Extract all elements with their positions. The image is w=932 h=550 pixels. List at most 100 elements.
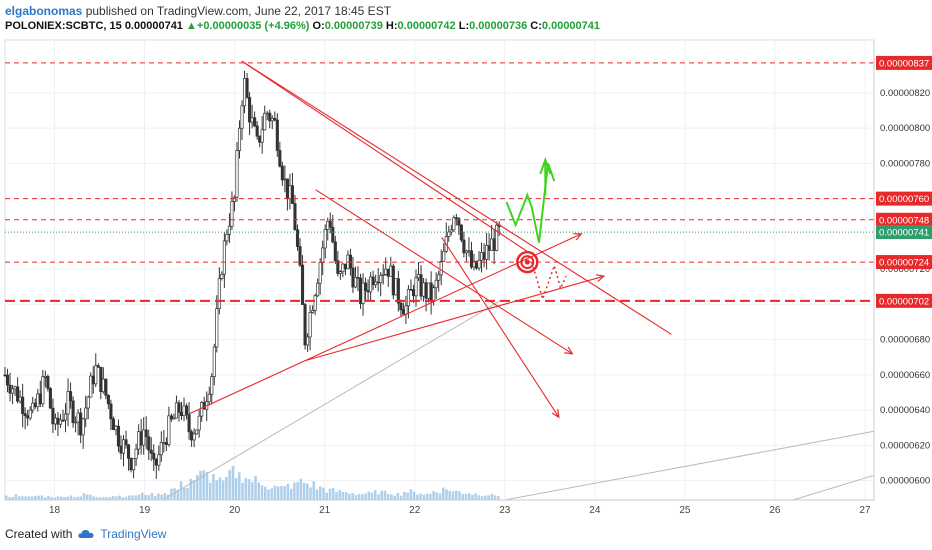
candle-body: [144, 429, 148, 438]
candle-body: [333, 241, 337, 262]
candle-body: [66, 391, 70, 415]
candle-body: [381, 274, 385, 276]
candle-body: [212, 346, 216, 377]
volume-bar: [296, 481, 299, 500]
candle-body: [452, 217, 456, 231]
volume-bar: [247, 479, 251, 500]
candle-body: [13, 386, 17, 390]
footer: Created with TradingView: [5, 527, 166, 541]
target-marker-outer-ring: [516, 250, 539, 274]
volume-bar: [147, 495, 150, 500]
volume-bar: [30, 496, 34, 500]
candle-body: [172, 417, 176, 420]
volume-bar: [238, 472, 241, 500]
open-label: O:: [312, 20, 325, 32]
tradingview-cloud-icon: [78, 530, 94, 538]
candle-body: [376, 281, 380, 284]
volume-bar: [202, 470, 205, 500]
candle-body: [364, 282, 368, 291]
volume-bar: [47, 495, 50, 500]
candle-body: [265, 112, 269, 115]
symbol-label: POLONIEX:SCBTC, 15: [5, 20, 122, 32]
volume-bar: [24, 496, 27, 500]
candle-body: [396, 278, 400, 304]
candle-body: [220, 273, 224, 279]
plot-frame: [4, 39, 875, 501]
candle-body: [316, 282, 320, 297]
candle-body: [263, 112, 267, 131]
author-link[interactable]: elgabonomas: [5, 4, 83, 18]
candle-body: [295, 229, 300, 247]
candle-body: [26, 415, 30, 419]
green-arrow-head: [539, 156, 552, 175]
dotted-projection-path: [531, 261, 567, 302]
candle-body: [5, 374, 10, 386]
last-price: 0.00000741: [124, 20, 183, 32]
volume-bar: [105, 497, 108, 500]
volume-bar: [244, 478, 248, 500]
candle-body: [225, 234, 229, 242]
volume-bar: [335, 492, 338, 500]
y-tick-label: 0.00000820: [880, 88, 930, 99]
gray-trendline: [792, 474, 875, 501]
candle-body: [48, 388, 52, 409]
x-tick-label: 26: [769, 505, 781, 516]
candle-body: [480, 252, 484, 261]
candle-body: [323, 229, 327, 249]
price-level-badge: [876, 55, 932, 70]
candle-body: [179, 411, 184, 416]
volume-bar: [195, 475, 199, 500]
candle-body: [275, 119, 279, 151]
candle-body: [399, 302, 403, 311]
volume-bar: [484, 495, 487, 500]
tradingview-brand-link[interactable]: TradingView: [100, 527, 167, 541]
volume-bar: [40, 495, 44, 500]
candle-body: [341, 263, 345, 273]
price-level-label: 0.00000760: [879, 194, 929, 205]
candle-body: [101, 378, 105, 393]
volume-bar: [325, 492, 328, 500]
price-level-label: 0.00000748: [879, 215, 929, 226]
candle-body: [437, 274, 441, 281]
candle-body: [482, 252, 486, 260]
candle-body: [23, 413, 27, 417]
candle-body: [104, 378, 108, 396]
volume-bar: [409, 489, 413, 500]
candle-body: [490, 238, 494, 251]
volume-bar: [448, 490, 451, 500]
volume-bar: [131, 495, 134, 500]
volume-bar: [270, 488, 273, 500]
candle-body: [298, 246, 302, 266]
candle-body: [311, 310, 315, 313]
candle-body: [273, 118, 277, 121]
volume-bar: [306, 483, 309, 500]
low-value: 0.00000736: [469, 20, 528, 32]
volume-bar: [283, 486, 286, 500]
candle-body: [361, 282, 365, 304]
candle-body: [200, 402, 204, 417]
candle-body: [28, 409, 32, 419]
candle-body: [167, 415, 171, 445]
volume-bar: [458, 491, 461, 500]
volume-bar: [273, 485, 277, 500]
volume-bar: [438, 493, 442, 500]
red-trendline: [241, 60, 672, 335]
volume-bar: [137, 494, 141, 500]
volume-bar: [92, 496, 95, 500]
candle-body: [467, 250, 471, 253]
volume-bar: [315, 489, 319, 500]
candle-body: [157, 454, 161, 466]
price-axis: 0.00000820 0.00000800 0.00000780 0.00000720…: [873, 40, 932, 500]
candle-body: [192, 433, 196, 441]
x-tick-label: 25: [679, 505, 691, 516]
volume-bar: [267, 489, 270, 500]
volume-bar: [445, 489, 448, 500]
x-tick-label: 23: [499, 505, 511, 516]
volume-bar: [399, 495, 403, 500]
volume-bar: [17, 496, 21, 500]
candle-body: [63, 413, 68, 421]
candle-body: [280, 165, 284, 181]
candle-body: [369, 276, 373, 293]
volume-bar: [63, 497, 66, 500]
